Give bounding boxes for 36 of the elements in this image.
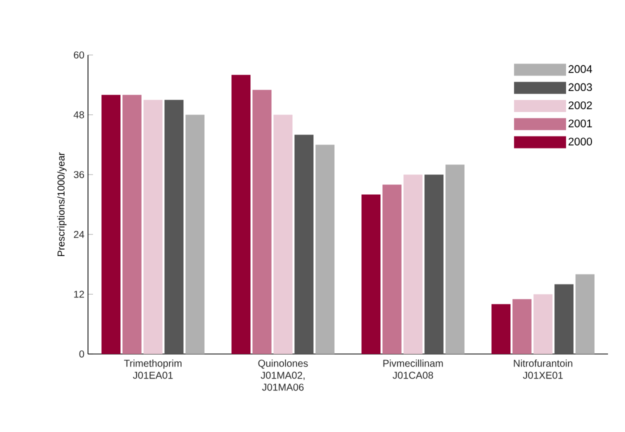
- y-tick-label: 0: [79, 350, 84, 358]
- bar: [534, 294, 553, 354]
- bar: [252, 90, 272, 354]
- legend-label: 2004: [568, 65, 592, 73]
- legend-label: 2002: [568, 101, 592, 110]
- bar: [512, 299, 532, 354]
- bar: [404, 174, 423, 354]
- bar: [274, 114, 293, 354]
- bar: [164, 100, 184, 354]
- bar: [122, 94, 142, 354]
- bar: [144, 100, 162, 354]
- y-tick-label: 36: [74, 171, 84, 178]
- bar: [446, 164, 465, 354]
- y-axis-title: Prescriptions/1000/year: [57, 152, 67, 256]
- y-tick-label: 12: [74, 290, 84, 298]
- y-tick-label: 60: [74, 51, 84, 59]
- bar: [492, 304, 511, 354]
- x-tick-label: Trimethoprim J01EA01: [124, 360, 182, 379]
- y-tick-label: 24: [74, 230, 84, 238]
- bar: [382, 184, 402, 354]
- bar: [316, 144, 335, 354]
- bar: [362, 194, 381, 354]
- bar: [554, 284, 574, 354]
- legend-label: 2003: [568, 83, 592, 92]
- legend-label: 2000: [568, 138, 592, 146]
- legend-label: 2001: [568, 120, 592, 128]
- x-tick-label: Nitrofurantoin J01XE01: [514, 360, 572, 379]
- bar: [424, 174, 444, 354]
- bar: [294, 134, 314, 354]
- bar: [186, 114, 205, 354]
- bar: [576, 274, 595, 354]
- bar: [232, 74, 251, 354]
- x-tick-label: Pivmecillinam J01CA08: [383, 360, 443, 379]
- x-tick-label: Quinolones J01MA02, J01MA06: [258, 360, 308, 391]
- y-tick-label: 48: [74, 111, 84, 118]
- bar: [102, 94, 120, 354]
